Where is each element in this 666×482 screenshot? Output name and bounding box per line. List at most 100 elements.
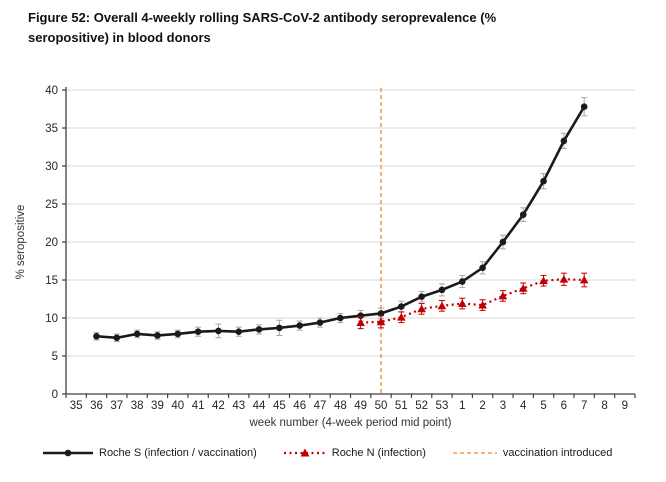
data-point <box>255 326 263 333</box>
series-error-bars-0 <box>93 97 588 343</box>
data-point <box>174 330 182 338</box>
x-tick-label: 5 <box>540 400 546 412</box>
data-point <box>133 330 141 338</box>
y-tick-label: 20 <box>45 237 58 249</box>
data-point <box>397 313 406 321</box>
x-tick-label: 40 <box>171 400 184 412</box>
data-point <box>559 275 569 283</box>
y-tick-label: 10 <box>45 313 58 325</box>
y-axis-title-g: % seropositive <box>15 205 27 280</box>
data-point <box>356 318 365 326</box>
x-tick-label: 49 <box>354 400 367 412</box>
x-tick-label: 38 <box>131 400 144 412</box>
x-tick-label: 41 <box>192 400 205 412</box>
y-tick-label: 0 <box>52 389 58 401</box>
x-tick-label: 4 <box>520 400 527 412</box>
y-axis-title: % seropositive <box>15 205 27 280</box>
data-point <box>376 317 386 326</box>
x-tick-label: 53 <box>436 400 449 412</box>
chart-legend: Roche S (infection / vaccination) Roche … <box>42 447 612 459</box>
data-point <box>398 303 405 310</box>
data-point <box>296 322 303 329</box>
x-tick-label: 9 <box>622 400 628 412</box>
data-point <box>458 278 466 285</box>
x-tick-label: 45 <box>273 400 286 412</box>
x-tick-label: 6 <box>561 400 567 412</box>
x-tick-label: 46 <box>293 400 306 412</box>
x-tick-label: 52 <box>415 400 428 412</box>
y-tick-label: 40 <box>45 85 58 97</box>
data-point <box>519 211 527 218</box>
series-line-g-1 <box>360 278 585 324</box>
roche-s-legend-marker-icon <box>43 449 93 457</box>
data-point <box>478 300 487 309</box>
data-point <box>154 332 161 339</box>
data-point <box>417 304 426 313</box>
x-axis-title-g: week number (4-week period mid point) <box>249 417 452 429</box>
x-tick-label: 48 <box>334 400 347 412</box>
data-point <box>377 310 385 317</box>
data-point <box>418 293 425 301</box>
x-tick-label: 36 <box>90 400 103 412</box>
axes <box>62 87 636 398</box>
data-point <box>337 314 344 322</box>
x-tick-label: 8 <box>601 400 607 412</box>
y-tick-label: 15 <box>45 275 58 287</box>
x-tick-label: 50 <box>375 400 388 412</box>
series-error-bars-1 <box>357 272 588 330</box>
legend-label-roche-n: Roche N (infection) <box>331 447 426 459</box>
data-point <box>518 284 528 292</box>
x-tick-labels: 35 36 37 38 39 40 41 42 43 44 45 46 47 48 49 50 51 52 53 1 2… <box>70 400 628 412</box>
y-tick-label: 25 <box>45 199 58 211</box>
data-point <box>316 319 324 326</box>
figure-title-line2: seropositive) in blood donors <box>28 30 211 45</box>
data-point <box>93 332 100 340</box>
data-point <box>194 328 202 335</box>
x-tick-label: 44 <box>253 400 266 412</box>
series-markers-0 <box>93 103 588 342</box>
data-point <box>580 103 588 111</box>
series-line-0 <box>96 106 586 340</box>
x-tick-label: 35 <box>70 400 83 412</box>
x-axis-title: week number (4-week period mid point) <box>249 417 452 429</box>
data-point <box>276 324 283 332</box>
data-point <box>235 328 243 335</box>
data-point <box>560 137 568 145</box>
x-tick-label: 47 <box>314 400 327 412</box>
data-point <box>457 299 467 307</box>
x-tick-label: 1 <box>459 400 465 412</box>
data-point <box>479 264 486 272</box>
y-gridlines <box>66 89 635 357</box>
legend-label-vaccination: vaccination introduced <box>502 447 613 459</box>
x-tick-label: 7 <box>581 400 587 412</box>
y-tick-label: 30 <box>45 161 58 173</box>
data-point <box>498 291 508 300</box>
data-point <box>113 334 121 342</box>
x-tick-label: 37 <box>110 400 123 412</box>
data-point <box>357 312 364 320</box>
x-tick-label: 39 <box>151 400 164 412</box>
x-tick-label: 51 <box>395 400 408 412</box>
data-point <box>438 286 446 294</box>
data-point <box>499 238 507 246</box>
y-tick-label: 35 <box>45 123 58 135</box>
y-tick-label: 5 <box>52 351 58 363</box>
legend-label-roche-s: Roche S (infection / vaccination) <box>99 447 257 459</box>
vaccination-legend-line-icon <box>452 452 497 454</box>
figure-title: Figure 52: Overall 4-weekly rolling SARS… <box>28 8 653 48</box>
data-point <box>215 327 222 335</box>
data-point <box>539 276 548 285</box>
x-tick-label: 42 <box>212 400 225 412</box>
data-point <box>437 301 447 310</box>
x-tick-label: 43 <box>232 400 245 412</box>
data-point <box>579 275 589 284</box>
x-tick-label: 2 <box>479 400 485 412</box>
figure-title-line1: Figure 52: Overall 4-weekly rolling SARS… <box>28 10 497 25</box>
series-markers-1 <box>356 275 589 326</box>
series-line-1 <box>360 278 585 324</box>
x-tick-label: 3 <box>500 400 506 412</box>
data-point <box>540 177 547 185</box>
roche-n-legend-marker-icon <box>283 448 326 457</box>
